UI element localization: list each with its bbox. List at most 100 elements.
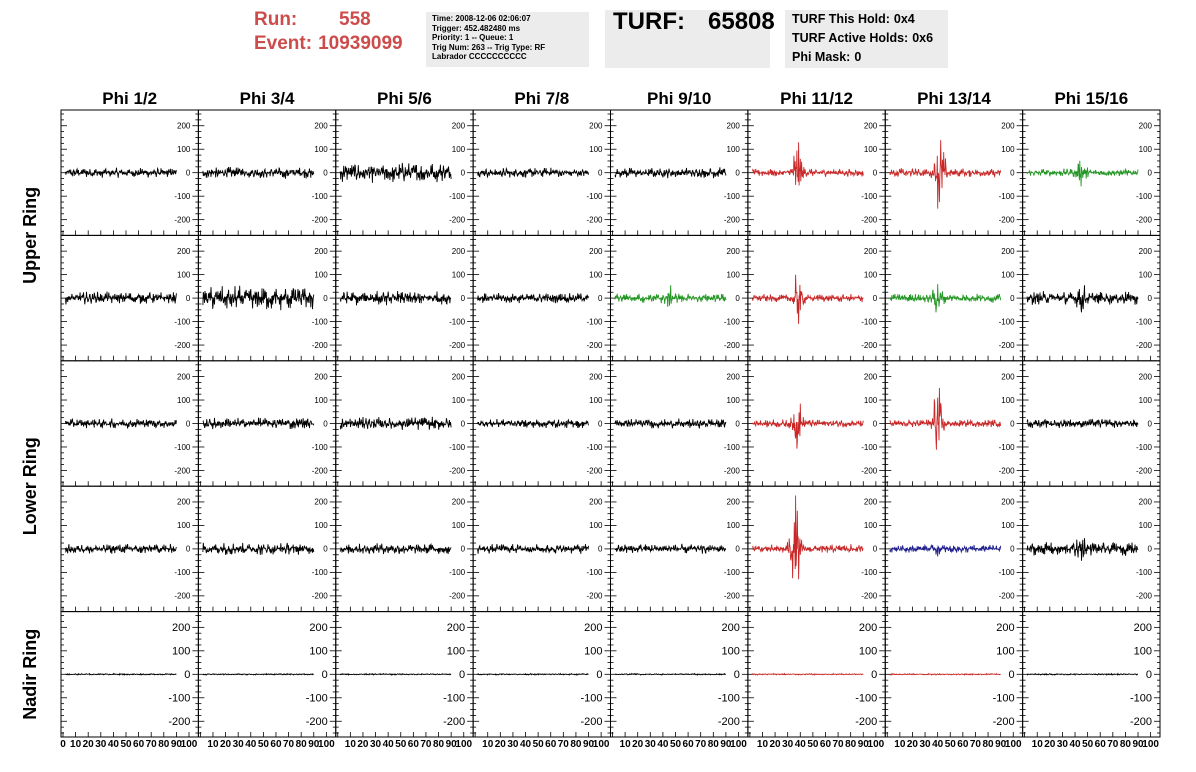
waveform-trace [751,672,864,676]
y-tick-label: -200 [580,716,602,728]
y-tick-label: -100 [449,192,466,201]
y-tick-label: 200 [1001,498,1015,507]
y-tick-label: -200 [999,466,1016,475]
waveform-trace [1026,672,1139,676]
x-tick-label: 40 [1069,739,1081,750]
y-tick-label: -200 [312,215,329,224]
y-tick-label: 100 [314,145,328,154]
y-tick-label: -200 [724,592,741,601]
y-tick-label: -200 [312,466,329,475]
y-tick-label: -100 [724,317,741,326]
y-tick-label: -100 [174,192,191,201]
waveform-trace [614,167,727,179]
y-tick-label: 100 [309,646,327,658]
y-tick-label: 100 [727,270,741,279]
y-tick-label: -200 [999,592,1016,601]
waveform-trace [339,290,452,306]
y-tick-label: 100 [172,646,190,658]
x-tick-label: 30 [233,739,245,750]
x-tick-label: 30 [507,739,519,750]
x-tick-label: 10 [894,739,906,750]
x-tick-label: 100 [181,739,198,750]
y-tick-label: 0 [186,169,191,178]
waveform-trace [65,166,177,178]
y-tick-label: 100 [722,646,740,658]
y-tick-label: -200 [861,466,878,475]
waveform-trace [202,417,315,430]
y-tick-label: 100 [589,396,603,405]
y-tick-label: 200 [589,372,603,381]
x-tick-label: 20 [83,739,95,750]
x-tick-label: 40 [932,739,944,750]
waveform-trace [477,672,589,677]
event-row: Event: 10939099 [254,32,403,56]
y-tick-label: -200 [174,466,191,475]
run-row: Run: 558 [254,8,403,32]
y-tick-label: 0 [323,169,328,178]
x-tick-label: 10 [757,739,769,750]
y-tick-label: 200 [727,498,741,507]
y-tick-label: -100 [312,192,329,201]
x-tick-label: 30 [1057,739,1069,750]
y-tick-label: 100 [314,521,328,530]
y-tick-label: 0 [873,419,878,428]
y-tick-label: -100 [586,443,603,452]
y-tick-label: 100 [452,270,466,279]
y-tick-label: 200 [314,498,328,507]
x-tick-label: 90 [1132,739,1144,750]
y-tick-label: 200 [864,498,878,507]
y-tick-label: 100 [314,396,328,405]
y-tick-label: -100 [861,192,878,201]
y-tick-label: 0 [322,669,328,681]
y-tick-label: 200 [1001,372,1015,381]
x-tick-label: 30 [645,739,657,750]
y-tick-label: -100 [449,443,466,452]
y-tick-label: -200 [312,341,329,350]
x-tick-label: 40 [657,739,669,750]
y-tick-label: -100 [580,693,602,705]
y-tick-label: 200 [1134,622,1152,634]
info-trig-num: Trig Num: 263 -- Trig Type: RF [432,42,546,52]
waveform-trace [65,291,177,305]
y-tick-label: 0 [1010,545,1015,554]
x-tick-label: 100 [1005,739,1022,750]
y-tick-label: 100 [589,145,603,154]
waveform-trace [202,166,315,179]
y-tick-label: -200 [861,215,878,224]
y-tick-label: 0 [186,294,191,303]
x-tick-label: 40 [108,739,120,750]
waveform-trace [340,672,452,677]
x-tick-label: 80 [982,739,994,750]
x-tick-label: 60 [1095,739,1107,750]
y-tick-label: -100 [174,317,191,326]
y-tick-label: -100 [861,317,878,326]
y-tick-label: -200 [1130,716,1152,728]
y-tick-label: 100 [1001,270,1015,279]
y-tick-label: 200 [859,622,877,634]
waveform-trace [339,542,452,555]
x-tick-label: 20 [632,739,644,750]
y-tick-label: 100 [727,145,741,154]
x-tick-label: 70 [283,739,295,750]
x-tick-label: 60 [683,739,695,750]
y-tick-label: -100 [724,568,741,577]
y-tick-label: 100 [177,396,191,405]
y-tick-label: 200 [1001,247,1015,256]
y-tick-label: 200 [452,247,466,256]
x-tick-label: 50 [395,739,407,750]
y-tick-label: -100 [449,568,466,577]
y-tick-label: 200 [452,122,466,131]
x-tick-label: 40 [520,739,532,750]
y-tick-label: -100 [174,568,191,577]
y-tick-label: -200 [174,215,191,224]
turf-hold-box: TURF This Hold: 0x4 TURF Active Holds: 0x6… [785,10,948,68]
y-tick-label: 100 [1134,646,1152,658]
trigger-info-box: Time: 2008-12-06 02:06:07 Trigger: 452.4… [426,12,589,67]
y-tick-label: 200 [996,622,1014,634]
y-tick-label: -200 [586,215,603,224]
y-tick-label: -200 [1136,215,1153,224]
x-tick-label: 100 [318,739,335,750]
y-tick-label: 200 [172,622,190,634]
column-header: Phi 11/12 [780,89,853,108]
